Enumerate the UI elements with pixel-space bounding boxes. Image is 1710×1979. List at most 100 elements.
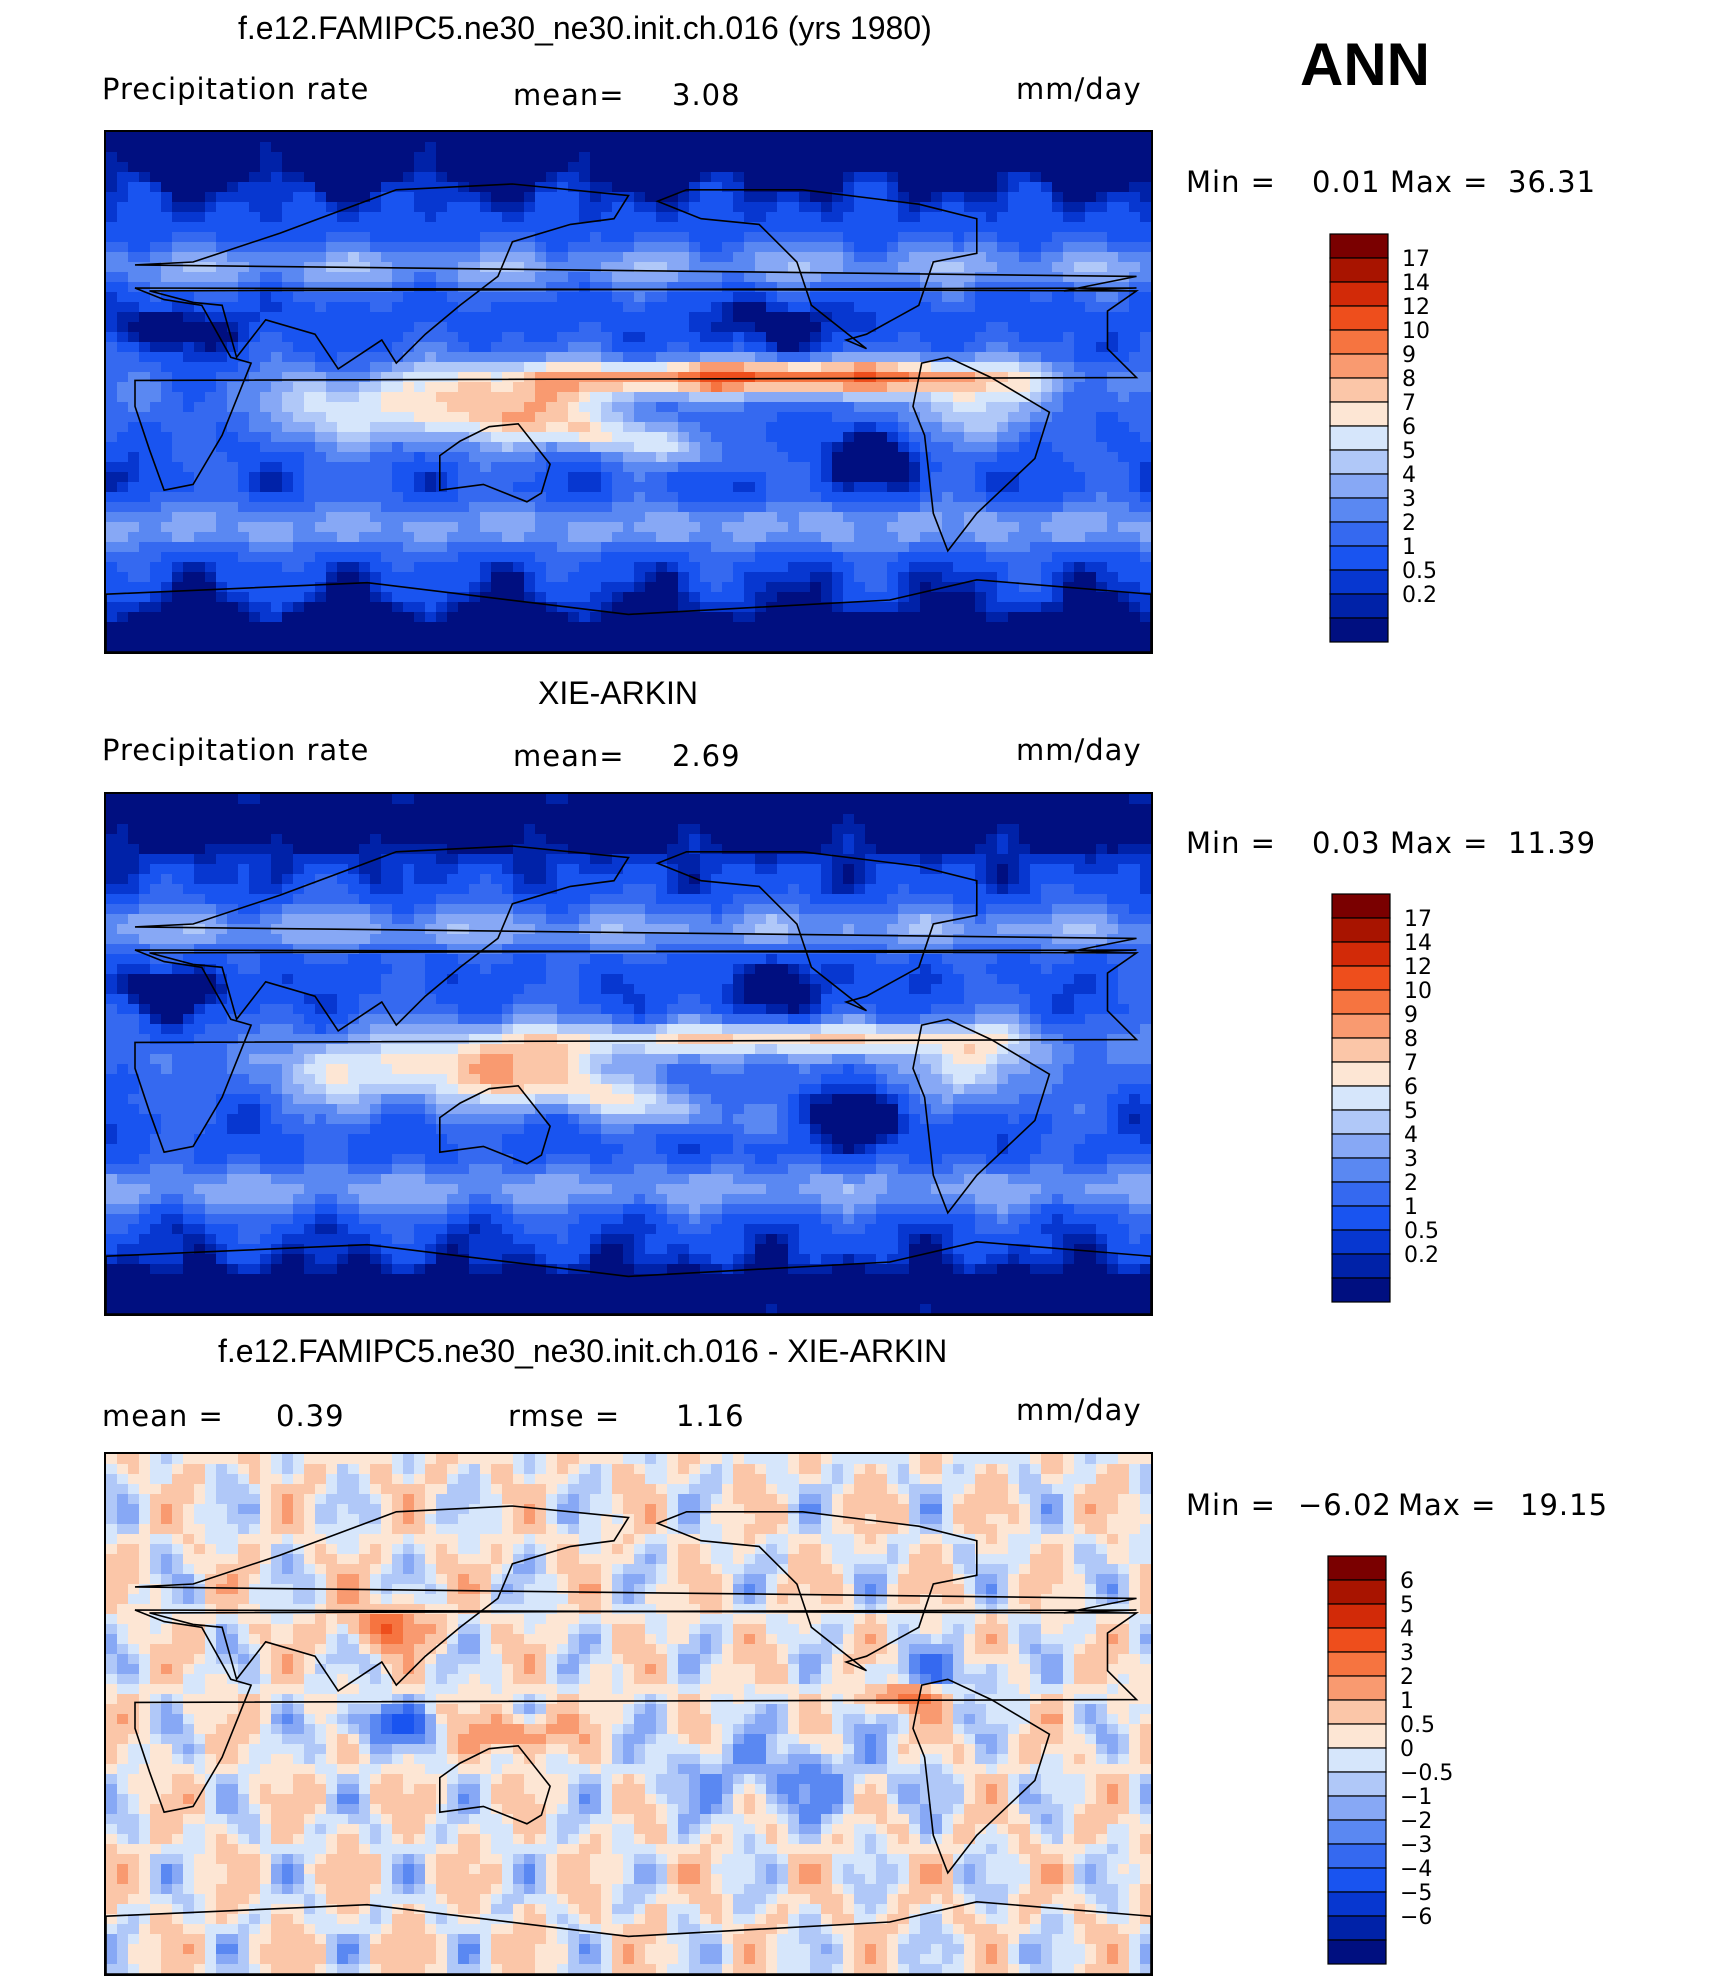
colorbar-swatch <box>1327 1723 1387 1749</box>
min-label: Min = <box>1186 1488 1276 1522</box>
colorbar-tick-label: 8 <box>1402 367 1416 392</box>
colorbar-swatch <box>1331 1013 1391 1039</box>
colorbar-swatch <box>1327 1603 1387 1629</box>
coastline <box>134 949 1140 1154</box>
colorbar-tick-label: 0.2 <box>1404 1243 1439 1268</box>
colorbar-swatch <box>1329 305 1389 331</box>
colorbar-swatch <box>1331 1109 1391 1135</box>
coastline <box>655 851 978 1012</box>
colorbar-swatch <box>1329 593 1389 619</box>
colorbar-swatch <box>1329 377 1389 403</box>
coastlines <box>106 845 1151 1314</box>
mean-value: 3.08 <box>672 78 741 112</box>
max-value: 11.39 <box>1508 826 1597 860</box>
rmse-value: 1.16 <box>676 1399 745 1433</box>
coastline <box>439 1744 551 1825</box>
mean-label: mean= <box>513 78 625 112</box>
colorbar-tick-label: 0.2 <box>1402 583 1437 608</box>
colorbar-swatch <box>1327 1867 1387 1893</box>
variable-label: Precipitation rate <box>102 733 370 767</box>
colorbar-swatch <box>1331 1133 1391 1159</box>
colorbar-swatch <box>1327 1771 1387 1797</box>
colorbar-swatch <box>1327 1651 1387 1677</box>
max-label: Max = <box>1398 1488 1497 1522</box>
colorbar-tick-label: 9 <box>1404 1003 1418 1028</box>
colorbar-swatch <box>1331 989 1391 1015</box>
colorbar-tick-label: 6 <box>1404 1075 1418 1100</box>
colorbar-swatch <box>1331 1253 1391 1279</box>
colorbar-tick-label: −3 <box>1400 1833 1432 1858</box>
coastline <box>106 578 1151 652</box>
colorbar-swatch <box>1329 449 1389 475</box>
colorbar-tick-label: −5 <box>1400 1881 1432 1906</box>
colorbar-swatch <box>1329 425 1389 451</box>
colorbar-swatch <box>1329 473 1389 499</box>
colorbar-swatch <box>1329 497 1389 523</box>
colorbar-tick-label: 4 <box>1404 1123 1418 1148</box>
panel-title: f.e12.FAMIPC5.ne30_ne30.init.ch.016 (yrs… <box>238 10 932 46</box>
coastline <box>912 1678 1051 1875</box>
colorbar-tick-label: 17 <box>1402 247 1430 272</box>
colorbar-observed: 17 14 12 10 9 8 7 6 5 4 3 2 1 0.5 0.2 <box>1331 892 1452 1304</box>
colorbar-tick-label: 9 <box>1402 343 1416 368</box>
coastlines <box>106 183 1151 652</box>
colorbar-swatch <box>1327 1675 1387 1701</box>
colorbar-tick-label: 0.5 <box>1402 559 1437 584</box>
colorbar-tick-label: 1 <box>1404 1195 1418 1220</box>
colorbar-swatch <box>1329 401 1389 427</box>
colorbar-tick-label: 6 <box>1402 415 1416 440</box>
coastline <box>106 1240 1151 1314</box>
colorbar-tick-label: 7 <box>1404 1051 1418 1076</box>
coastline <box>912 1018 1051 1215</box>
colorbar-swatch <box>1327 1699 1387 1725</box>
panel-title: f.e12.FAMIPC5.ne30_ne30.init.ch.016 - XI… <box>218 1333 948 1369</box>
coastline <box>912 356 1051 553</box>
colorbar-swatch <box>1329 353 1389 379</box>
colorbar-tick-label: −1 <box>1400 1785 1432 1810</box>
panel-title: XIE-ARKIN <box>538 675 699 711</box>
units-label: mm/day <box>1016 733 1142 767</box>
coastline <box>106 1900 1151 1974</box>
contour-field <box>106 132 1151 652</box>
colorbar-swatch <box>1331 1061 1391 1087</box>
mean-value: 0.39 <box>276 1399 345 1433</box>
colorbar-tick-label: 7 <box>1402 391 1416 416</box>
min-value: 0.01 <box>1312 165 1381 199</box>
max-value: 36.31 <box>1508 165 1597 199</box>
colorbar-tick-label: −4 <box>1400 1857 1432 1882</box>
precip-map-difference <box>104 1452 1153 1976</box>
colorbar-tick-label: 8 <box>1404 1027 1418 1052</box>
colorbar-tick-label: 14 <box>1402 271 1430 296</box>
colorbar-tick-label: 3 <box>1402 487 1416 512</box>
colorbar-tick-label: 2 <box>1402 511 1416 536</box>
colorbar-tick-label: 6 <box>1400 1569 1414 1594</box>
colorbar-tick-label: 4 <box>1400 1617 1414 1642</box>
colorbar-tick-label: 2 <box>1404 1171 1418 1196</box>
colorbar-tick-label: −2 <box>1400 1809 1432 1834</box>
colorbar-swatch <box>1327 1819 1387 1845</box>
colorbar-swatch <box>1327 1627 1387 1653</box>
coastline <box>134 1505 1137 1693</box>
colorbar-tick-label: 14 <box>1404 931 1432 956</box>
colorbar-difference: 6 5 4 3 2 1 0.5 0 −0.5 −1 −2 −3 −4 −5 −6 <box>1327 1554 1458 1966</box>
precip-map-observed <box>104 792 1153 1316</box>
colorbar-tick-label: 0.5 <box>1404 1219 1439 1244</box>
colorbar-swatch <box>1331 965 1391 991</box>
max-label: Max = <box>1390 165 1489 199</box>
contour-field <box>106 1454 1151 1974</box>
colorbar-tick-label: 5 <box>1402 439 1416 464</box>
coastline <box>439 422 551 503</box>
precip-map-model <box>104 130 1153 654</box>
colorbar-swatch <box>1329 617 1389 643</box>
colorbar-tick-label: 12 <box>1402 295 1430 320</box>
coastline <box>134 183 1137 371</box>
min-value: −6.02 <box>1298 1488 1392 1522</box>
colorbar-swatch <box>1327 1915 1387 1941</box>
colorbar-tick-label: 1 <box>1402 535 1416 560</box>
colorbar-swatch <box>1331 941 1391 967</box>
colorbar-swatch <box>1331 1229 1391 1255</box>
coastline <box>655 189 978 350</box>
colorbar-swatch <box>1331 1205 1391 1231</box>
colorbar-tick-label: 4 <box>1402 463 1416 488</box>
colorbar-swatch <box>1329 281 1389 307</box>
